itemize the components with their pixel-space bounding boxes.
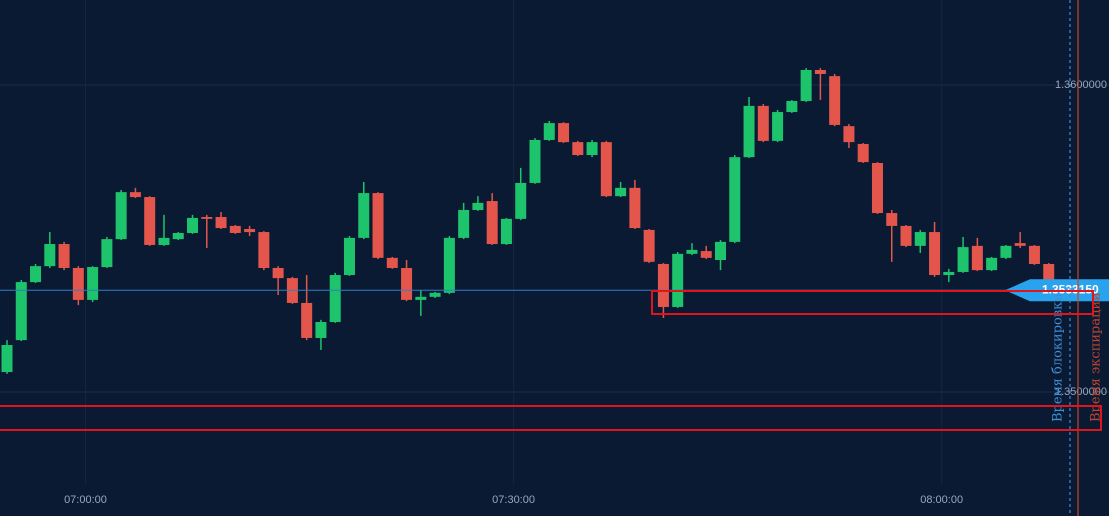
- candle-body: [144, 197, 156, 245]
- candle-body: [258, 232, 270, 268]
- candle-body: [486, 201, 498, 245]
- marker-label: Время экспирации: [1089, 292, 1104, 422]
- candle-body: [957, 247, 969, 272]
- candle-body: [914, 232, 926, 246]
- candle-body: [757, 105, 769, 141]
- candle-body: [657, 263, 669, 307]
- candle-body: [129, 192, 141, 198]
- candle-body: [443, 237, 455, 293]
- candle-body: [201, 217, 213, 219]
- candle-body: [30, 266, 42, 283]
- candle-body: [643, 229, 655, 262]
- candle-body: [529, 139, 541, 183]
- candle-body: [272, 267, 284, 279]
- grid: [0, 0, 1109, 485]
- candle-body: [586, 142, 598, 156]
- candle-body: [629, 187, 641, 229]
- candle-body: [1, 345, 13, 373]
- x-tick-label: 08:00:00: [920, 494, 963, 506]
- candle-body: [515, 182, 527, 219]
- candle-body: [472, 202, 484, 210]
- candle-body: [871, 162, 883, 214]
- candle-body: [543, 123, 555, 140]
- y-tick-label: 1.3500000: [1055, 386, 1107, 398]
- candle-body: [115, 192, 127, 240]
- candle-body: [572, 142, 584, 156]
- x-tick-label: 07:30:00: [492, 494, 535, 506]
- candle-body: [558, 123, 570, 143]
- candle-body: [372, 193, 384, 258]
- candle-body: [829, 76, 841, 125]
- candle-body: [429, 292, 441, 297]
- y-tick-label: 1.3600000: [1055, 79, 1107, 91]
- candle-body: [500, 218, 512, 245]
- candle-body: [315, 322, 327, 338]
- candle-body: [1014, 243, 1026, 246]
- candle-body: [600, 142, 612, 197]
- candle-body: [87, 267, 99, 300]
- candle-body: [786, 100, 798, 113]
- candle-body: [215, 217, 227, 229]
- candle-body: [1028, 245, 1040, 264]
- candle-body: [857, 143, 869, 163]
- candle-body: [158, 237, 170, 245]
- candle-body: [401, 267, 413, 300]
- candle-body: [343, 237, 355, 276]
- candle-body: [58, 244, 70, 268]
- highlight-box: [651, 290, 1094, 315]
- candle-body: [1043, 263, 1055, 291]
- candle-body: [615, 187, 627, 197]
- x-tick-label: 07:00:00: [64, 494, 107, 506]
- candle-body: [971, 245, 983, 271]
- candle-body: [800, 69, 812, 101]
- candle-body: [686, 249, 698, 254]
- candle-body: [843, 126, 855, 143]
- candle-body: [187, 217, 199, 233]
- candle-body: [101, 239, 113, 268]
- candle-body: [301, 302, 313, 338]
- candle-body: [943, 271, 955, 276]
- candle-body: [900, 225, 912, 246]
- candle-body: [244, 228, 256, 233]
- candle-body: [415, 296, 427, 300]
- candle-body: [743, 105, 755, 158]
- candle-body: [172, 232, 184, 240]
- candle-body: [772, 112, 784, 141]
- candle-body: [715, 241, 726, 260]
- candle-body: [700, 251, 712, 258]
- candle-body: [44, 244, 56, 267]
- candle-body: [814, 69, 826, 74]
- candle-body: [1000, 245, 1012, 258]
- candle-body: [386, 257, 398, 268]
- candle-body: [358, 193, 370, 238]
- candle-body: [72, 267, 84, 300]
- candle-body: [672, 253, 684, 307]
- candle-body: [986, 257, 998, 271]
- candles: [1, 68, 1055, 374]
- candle-body: [15, 282, 27, 341]
- candle-body: [329, 275, 341, 323]
- candle-body: [729, 157, 741, 242]
- marker-label: Время блокировки: [1051, 293, 1066, 422]
- candle-body: [458, 209, 470, 238]
- candle-body: [229, 225, 241, 233]
- candle-body: [886, 213, 898, 226]
- highlight-box: [0, 405, 1102, 431]
- candle-body: [929, 232, 941, 276]
